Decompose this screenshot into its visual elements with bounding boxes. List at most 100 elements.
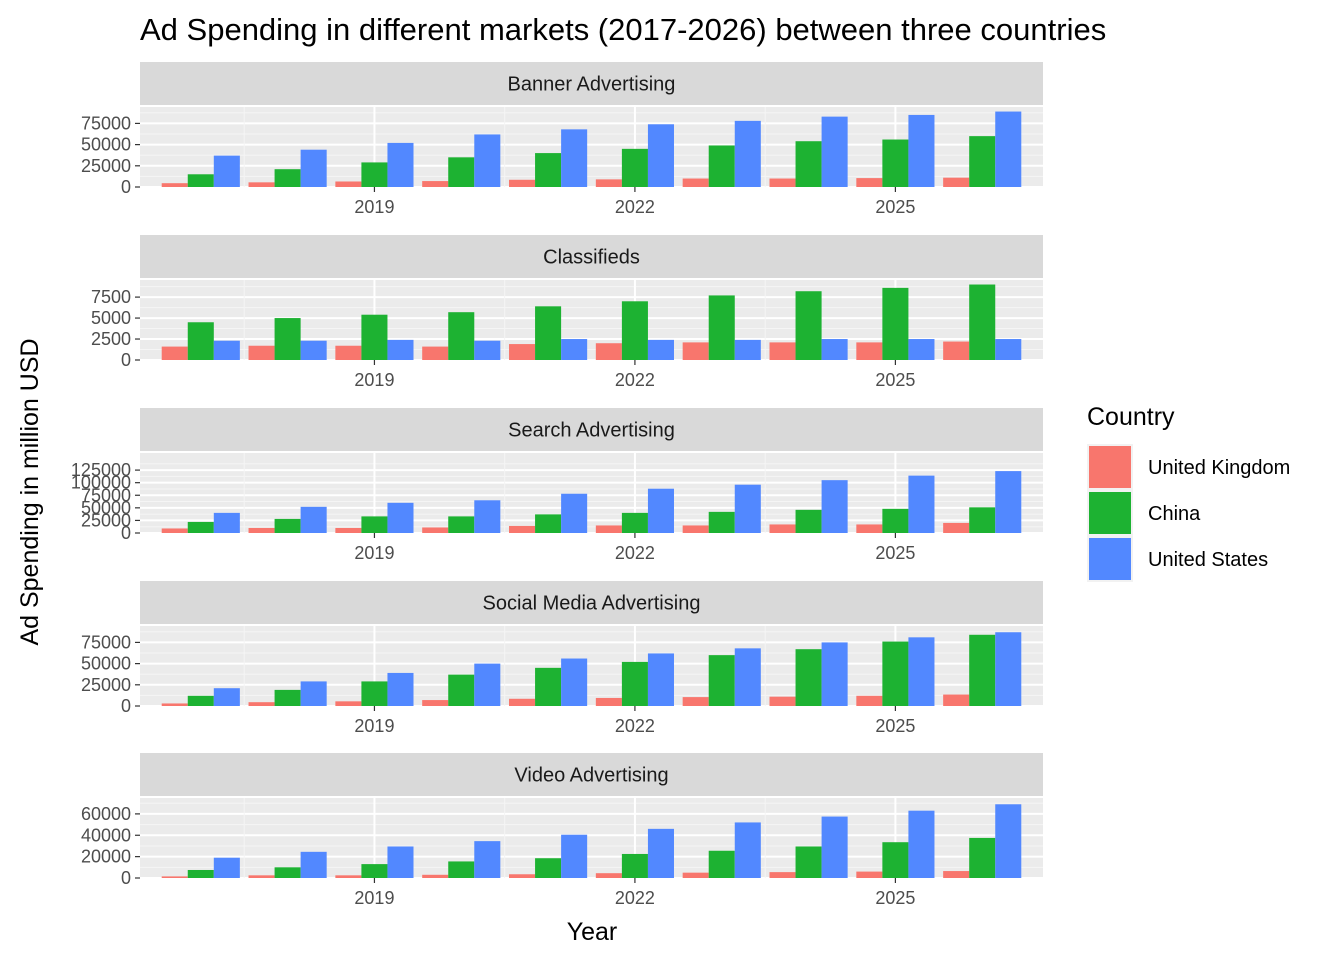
bar-united-kingdom-2019 <box>335 701 362 706</box>
bar-united-states-2017 <box>213 155 240 187</box>
x-tick-label: 2022 <box>615 370 655 390</box>
bar-united-states-2019 <box>387 339 414 360</box>
y-tick-label: 50000 <box>81 654 131 674</box>
bar-united-states-2017 <box>213 688 240 706</box>
bar-united-kingdom-2017 <box>161 183 188 187</box>
bar-united-states-2025 <box>908 114 935 187</box>
bar-united-states-2021 <box>561 493 588 533</box>
bar-china-2023 <box>708 295 735 360</box>
bar-china-2025 <box>882 842 909 878</box>
bar-united-states-2022 <box>647 339 674 360</box>
bar-united-kingdom-2019 <box>335 875 362 878</box>
y-tick-label: 125000 <box>71 460 131 480</box>
bar-united-kingdom-2024 <box>769 872 796 878</box>
facet-strip-label: Video Advertising <box>514 765 668 787</box>
bar-china-2025 <box>882 139 909 187</box>
bar-china-2023 <box>708 655 735 706</box>
facet-strip-label: Search Advertising <box>508 420 675 442</box>
bar-united-states-2023 <box>734 120 761 187</box>
bar-united-states-2021 <box>561 129 588 187</box>
bar-china-2021 <box>535 306 562 360</box>
bar-united-kingdom-2022 <box>595 343 622 360</box>
bar-united-kingdom-2021 <box>509 344 536 360</box>
legend-title: Country <box>1087 403 1175 431</box>
y-tick-label: 50000 <box>81 498 131 518</box>
bar-united-kingdom-2025 <box>856 871 883 878</box>
bar-united-states-2021 <box>561 658 588 706</box>
legend-key-united-states <box>1089 538 1131 580</box>
bar-china-2021 <box>535 667 562 706</box>
bar-china-2022 <box>621 148 648 187</box>
bar-china-2022 <box>621 853 648 878</box>
bar-china-2018 <box>274 318 301 360</box>
y-tick-label: 7500 <box>91 287 131 307</box>
bar-united-states-2020 <box>474 663 501 706</box>
x-tick-label: 2025 <box>875 716 915 736</box>
legend: Country United Kingdom China United States <box>1087 403 1290 582</box>
bar-united-states-2026 <box>995 804 1022 878</box>
bar-china-2023 <box>708 850 735 878</box>
bar-china-2018 <box>274 689 301 706</box>
bar-united-states-2019 <box>387 142 414 187</box>
bar-china-2020 <box>448 516 475 533</box>
bar-china-2019 <box>361 516 388 533</box>
bar-united-kingdom-2019 <box>335 181 362 187</box>
bar-united-kingdom-2017 <box>161 703 188 706</box>
y-tick-label: 0 <box>121 350 131 370</box>
bar-united-states-2020 <box>474 500 501 533</box>
bar-united-states-2023 <box>734 648 761 706</box>
bar-united-states-2024 <box>821 339 848 360</box>
bar-united-kingdom-2024 <box>769 342 796 360</box>
x-tick-label: 2019 <box>354 716 394 736</box>
y-tick-label: 0 <box>121 177 131 197</box>
bar-united-kingdom-2020 <box>422 346 449 360</box>
bar-china-2022 <box>621 512 648 533</box>
bar-united-kingdom-2024 <box>769 178 796 187</box>
bar-united-kingdom-2018 <box>248 702 275 706</box>
bar-china-2018 <box>274 867 301 878</box>
y-tick-label: 0 <box>121 523 131 543</box>
bar-united-states-2018 <box>300 149 327 187</box>
bar-united-kingdom-2023 <box>682 178 709 187</box>
bar-united-states-2024 <box>821 480 848 533</box>
bar-china-2021 <box>535 153 562 187</box>
y-tick-label: 2500 <box>91 329 131 349</box>
facet-strip <box>140 581 1043 624</box>
bar-china-2024 <box>795 649 822 706</box>
bar-united-states-2020 <box>474 134 501 187</box>
bar-united-kingdom-2025 <box>856 178 883 187</box>
x-tick-label: 2019 <box>354 888 394 908</box>
bar-china-2025 <box>882 287 909 360</box>
bar-china-2020 <box>448 861 475 878</box>
bar-china-2020 <box>448 312 475 360</box>
facet-strip <box>140 408 1043 451</box>
legend-label: United Kingdom <box>1148 457 1290 479</box>
bar-china-2017 <box>187 869 214 878</box>
bar-united-kingdom-2024 <box>769 696 796 706</box>
x-tick-label: 2022 <box>615 543 655 563</box>
y-axis-title: Ad Spending in million USD <box>16 338 44 645</box>
bar-united-states-2024 <box>821 642 848 706</box>
bar-united-states-2025 <box>908 810 935 878</box>
bar-united-kingdom-2022 <box>595 179 622 187</box>
bar-united-kingdom-2017 <box>161 876 188 878</box>
bar-united-states-2025 <box>908 637 935 706</box>
bar-united-kingdom-2020 <box>422 874 449 878</box>
bar-united-states-2017 <box>213 857 240 878</box>
facet-strip <box>140 753 1043 796</box>
bar-united-states-2021 <box>561 339 588 360</box>
legend-label: China <box>1148 503 1201 525</box>
bar-united-states-2019 <box>387 846 414 878</box>
x-tick-label: 2022 <box>615 716 655 736</box>
bar-china-2020 <box>448 157 475 187</box>
legend-key-china <box>1089 492 1131 534</box>
bar-united-states-2018 <box>300 681 327 706</box>
bar-united-kingdom-2018 <box>248 182 275 187</box>
bar-united-states-2025 <box>908 339 935 360</box>
bar-united-states-2018 <box>300 506 327 533</box>
bar-united-kingdom-2021 <box>509 179 536 187</box>
